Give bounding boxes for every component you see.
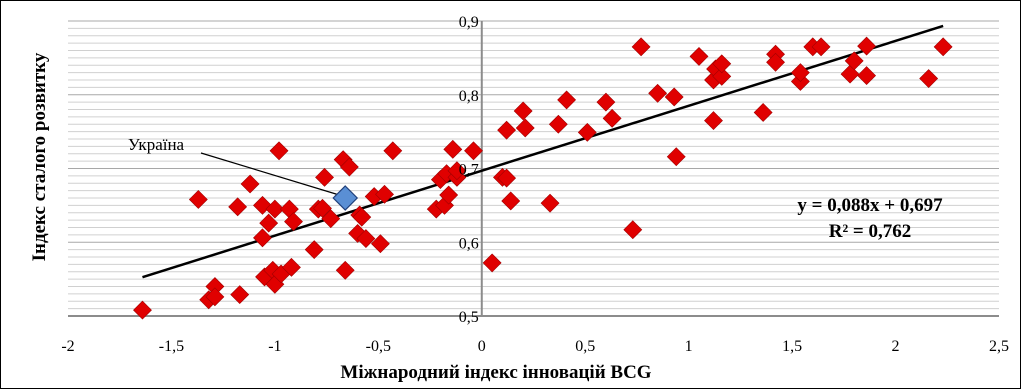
data-point	[540, 193, 560, 213]
x-tick-label: 2,5	[989, 338, 1009, 355]
trend-equation: y = 0,088x + 0,697	[797, 195, 943, 216]
data-point	[304, 240, 324, 260]
data-point	[321, 209, 341, 229]
data-point	[515, 118, 535, 138]
data-point	[284, 212, 303, 232]
data-point	[356, 229, 376, 248]
data-point	[557, 90, 577, 110]
data-point	[712, 66, 732, 86]
y-tick-label: 0,6	[459, 235, 479, 252]
data-point	[443, 139, 463, 159]
data-point	[265, 199, 285, 219]
data-point	[447, 161, 467, 181]
data-point	[919, 69, 939, 88]
data-point	[811, 37, 831, 57]
data-point	[666, 147, 686, 167]
data-point	[313, 198, 332, 218]
data-point	[352, 207, 372, 227]
data-point	[439, 185, 459, 205]
data-point	[933, 37, 953, 57]
y-tick-label: 0,9	[459, 14, 479, 31]
grid-lines	[68, 20, 999, 317]
data-point	[259, 213, 279, 233]
data-point	[857, 36, 877, 56]
data-point	[383, 141, 403, 161]
data-point	[857, 66, 877, 85]
data-point	[844, 51, 864, 71]
x-tick-label: 0	[478, 338, 486, 355]
x-tick-label: 1	[685, 338, 693, 355]
data-point	[501, 191, 521, 211]
data-point	[766, 52, 785, 72]
data-point	[375, 184, 394, 204]
x-tick-label: -1,5	[159, 338, 184, 355]
x-tick-label: 1,5	[782, 338, 802, 355]
data-point	[240, 174, 260, 194]
data-point	[282, 257, 301, 277]
x-tick-label: 0,5	[575, 338, 595, 355]
data-point	[133, 300, 152, 320]
trendline	[142, 24, 944, 279]
x-tick-label: -2	[61, 338, 74, 355]
data-point	[253, 228, 272, 248]
data-point	[497, 168, 517, 188]
data-point	[497, 120, 517, 140]
x-tick-label: 2	[892, 338, 900, 355]
data-point	[339, 157, 359, 177]
data-point	[370, 234, 390, 254]
data-point	[648, 83, 668, 103]
data-point	[689, 46, 709, 66]
data-point	[315, 167, 334, 187]
y-axis-title: Індекс сталого розвитку	[29, 52, 50, 261]
y-tick-label: 0,8	[459, 88, 479, 105]
data-point	[464, 141, 483, 161]
trendline-group	[142, 24, 944, 279]
data-point	[482, 253, 502, 273]
data-point	[602, 108, 622, 128]
y-tick-label: 0,5	[459, 309, 479, 326]
highlight-label: Україна	[128, 135, 185, 154]
data-point	[712, 54, 732, 74]
points-group	[133, 36, 953, 320]
tick-labels: -2 -1,5 -1 -0,5 0 0,5 1 1,5 2 2,5 0,5 0,6 0,7 0,8 0,9	[61, 14, 1009, 355]
data-point	[623, 220, 643, 240]
data-point	[577, 122, 597, 142]
data-point	[790, 63, 810, 83]
data-point	[335, 260, 355, 280]
x-axis-title: Міжнародний індекс інновацій BCG	[340, 362, 651, 383]
data-point	[188, 190, 208, 209]
data-point	[753, 103, 773, 122]
data-point	[704, 111, 723, 130]
data-point	[664, 87, 684, 107]
data-point	[596, 92, 616, 112]
x-tick-label: -1	[268, 338, 281, 355]
data-point	[513, 101, 533, 121]
highlight-point	[332, 185, 359, 211]
data-point	[205, 287, 225, 307]
data-point	[548, 114, 568, 134]
data-point	[269, 141, 289, 161]
callout-line	[200, 152, 340, 196]
y-tick-label: 0,7	[459, 162, 479, 179]
highlight-group: Україна	[128, 135, 359, 211]
trend-r-squared: R² = 0,762	[829, 221, 912, 242]
data-point	[631, 37, 651, 57]
axes	[68, 21, 999, 317]
data-point	[230, 285, 250, 305]
data-point	[228, 197, 248, 217]
x-tick-label: -0,5	[366, 338, 391, 355]
